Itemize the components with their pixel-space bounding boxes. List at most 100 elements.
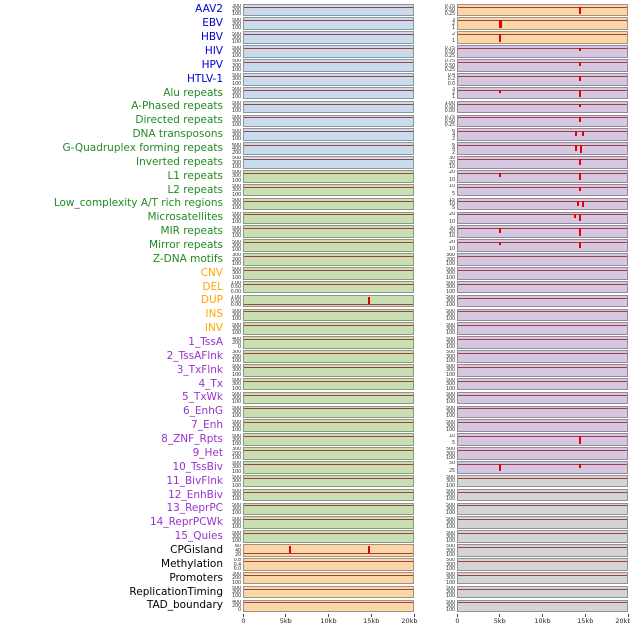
y-axis-tick-label: 500	[232, 170, 241, 176]
y-axis-tick-label: 300	[232, 270, 241, 277]
left-plot-y-ticks: 500 300 100	[226, 32, 243, 44]
y-axis-tick-label: 10	[449, 433, 455, 439]
left-track-plot	[243, 72, 414, 86]
y-axis-tick-label: 200	[232, 575, 241, 582]
signal-peak	[288, 545, 291, 554]
left-track-plot	[243, 225, 414, 238]
y-axis-tick-label: 300	[232, 367, 241, 374]
left-track-plot	[243, 363, 414, 377]
y-axis-tick-label: 100	[446, 330, 455, 335]
y-axis-tick-label: 0.50	[230, 284, 242, 291]
signal-peak	[578, 242, 581, 248]
row-label: G-Quadruplex forming repeats	[62, 142, 223, 155]
y-axis-tick-label: 100	[232, 357, 241, 363]
track-row: EBV 500 300 100 3 2 1	[0, 17, 630, 31]
row-label: Methylation	[161, 557, 223, 570]
row-label: 4_Tx	[198, 377, 223, 390]
track-row: CNV 500 300 100 500 300 100	[0, 266, 630, 280]
signal-peak	[582, 131, 585, 136]
row-label: 6_EnhG	[182, 405, 223, 418]
signal-baseline	[244, 408, 413, 410]
track-row: Mirror repeats 500 300 100 20 10	[0, 239, 630, 253]
y-axis-tick-label: 500	[232, 114, 241, 120]
left-plot-y-ticks: 400 200 0	[226, 600, 243, 612]
right-track-plot	[457, 45, 628, 58]
signal-baseline	[244, 394, 413, 396]
signal-peak	[578, 6, 581, 15]
y-axis-tick-label: 500	[446, 572, 455, 578]
right-track-plot	[457, 460, 628, 474]
y-axis-tick-label: 100	[446, 357, 455, 363]
y-axis-tick-label: 300	[232, 312, 241, 319]
y-axis-tick-label: 500	[232, 502, 241, 508]
y-axis-tick-label: 300	[446, 395, 455, 402]
track-row: INV 500 300 100 500 300 100	[0, 322, 630, 336]
right-plot-y-ticks: 0.75 0.50 0.25	[443, 46, 457, 58]
y-axis-tick-label: 500	[446, 391, 455, 397]
y-axis-tick-label: 1	[452, 25, 455, 30]
y-axis-tick-label: 300	[446, 575, 455, 582]
y-axis-tick-label: 500	[232, 308, 241, 314]
signal-baseline	[458, 450, 627, 452]
signal-baseline	[458, 228, 627, 230]
left-track-plot	[243, 239, 414, 252]
track-row: Z-DNA motifs 300 200 100 300 200 100	[0, 252, 630, 266]
left-track-plot	[243, 599, 414, 613]
y-axis-tick-label: 100	[232, 39, 241, 44]
x-axis-tick-label: 0	[241, 616, 246, 625]
y-axis-tick-label: 300	[446, 339, 455, 346]
right-track-plot	[457, 419, 628, 432]
left-track-plot	[243, 86, 414, 100]
signal-baseline	[244, 560, 413, 562]
signal-baseline	[458, 547, 627, 549]
y-axis-tick-label: 300	[232, 253, 241, 259]
signal-peak	[578, 61, 581, 66]
y-axis-tick-label: 300	[232, 519, 241, 526]
y-axis-tick-label: 500	[232, 586, 241, 592]
signal-baseline	[458, 325, 627, 327]
row-label: 14_ReprPCWk	[149, 516, 223, 529]
signal-baseline	[244, 228, 413, 230]
signal-baseline	[458, 574, 627, 576]
right-track-plot	[457, 3, 628, 17]
y-axis-tick-label: 300	[232, 90, 241, 97]
left-plot-y-ticks: 500 300 100	[226, 156, 243, 168]
signal-baseline	[458, 588, 627, 590]
signal-peak	[499, 20, 503, 29]
left-plot-y-ticks: 500 300 100	[226, 461, 243, 473]
row-label: ReplicationTiming	[129, 585, 223, 598]
x-axis-row: 0 5kb 10kb 15kb 20kb 0 5kb 10kb 15kb 20kb	[0, 613, 630, 627]
x-axis-tick-label: 5kb	[493, 616, 506, 625]
row-label: HIV	[204, 45, 223, 57]
y-axis-tick-label: 500	[446, 378, 455, 384]
y-axis-tick-label: 0.00	[230, 302, 242, 307]
row-label: 1_TssA	[188, 336, 223, 349]
signal-peak	[578, 117, 581, 123]
left-track-plot	[243, 322, 414, 335]
right-plot-y-ticks: 500 300 100	[443, 350, 457, 362]
y-axis-tick-label: 2	[452, 136, 455, 141]
right-plot-y-ticks: 500 300 100	[443, 572, 457, 584]
y-axis-tick-label: 500	[446, 530, 455, 536]
signal-peak	[578, 103, 581, 107]
signal-peak	[580, 145, 583, 153]
signal-baseline	[244, 75, 413, 77]
signal-baseline	[458, 311, 627, 313]
y-axis-tick-label: 300	[232, 20, 241, 27]
y-axis-tick-label: 500	[446, 599, 455, 605]
y-axis-tick-label: 100	[446, 496, 455, 501]
y-axis-tick-label: 300	[232, 436, 241, 443]
left-plot-y-ticks: 300 200 100	[226, 4, 243, 16]
y-axis-tick-label: 10	[449, 218, 455, 224]
left-plot-y-ticks: 0.8 0.4 0.0	[226, 558, 243, 570]
right-plot-y-ticks: 30 20 10	[443, 156, 457, 168]
signal-baseline	[244, 256, 413, 257]
x-axis-tick-mark	[627, 613, 629, 617]
y-axis-tick-label: 0.0	[233, 565, 242, 571]
y-axis-tick-label: 300	[232, 589, 241, 596]
left-track-plot	[243, 447, 414, 460]
row-label: 13_ReprPC	[166, 502, 223, 515]
y-axis-tick-label: 300	[446, 284, 455, 291]
right-track-plot	[457, 31, 628, 44]
